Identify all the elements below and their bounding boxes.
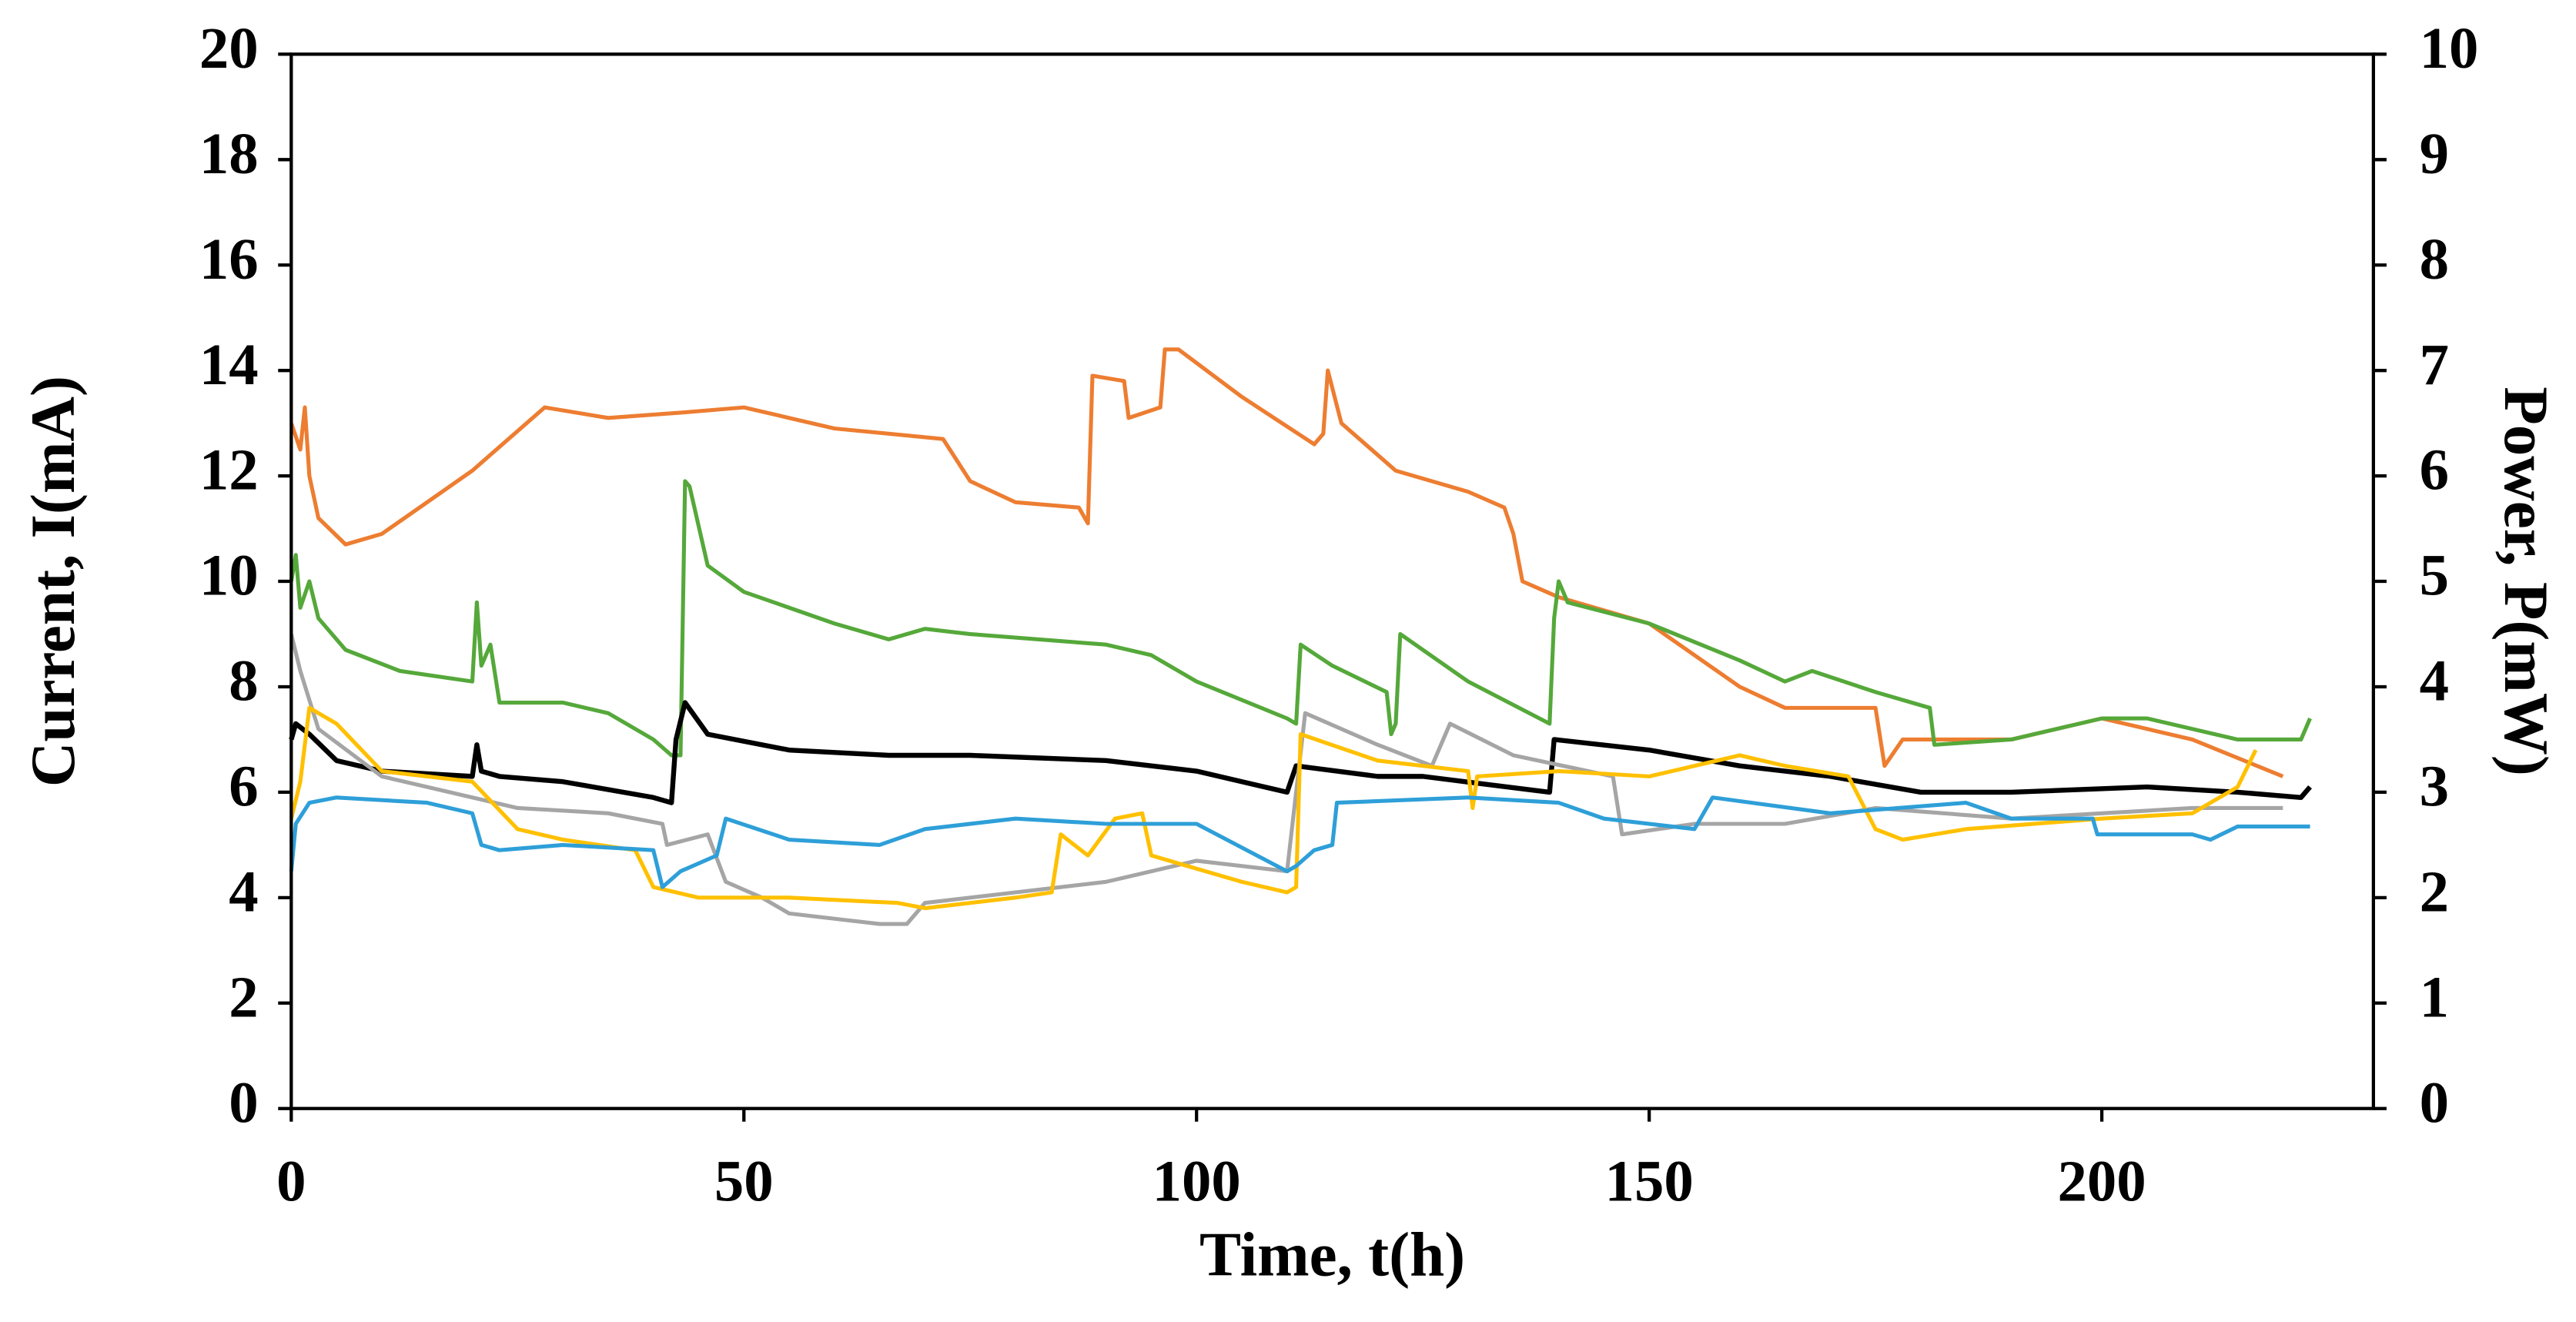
y2-tick-label: 2 [2420, 858, 2449, 924]
y2-tick-label: 5 [2420, 543, 2449, 608]
y2-tick-label: 4 [2420, 648, 2449, 714]
y-tick-label: 20 [199, 15, 259, 81]
y-tick-label: 14 [199, 332, 259, 397]
x-axis-title: Time, t(h) [1199, 1220, 1465, 1290]
y2-tick-label: 9 [2420, 121, 2449, 186]
y2-axis-title: Power, P(mW) [2491, 387, 2561, 776]
y-tick-label: 18 [199, 121, 259, 186]
data-line [289, 347, 2284, 778]
y-tick-label: 12 [199, 437, 259, 503]
x-tick-label: 50 [714, 1149, 774, 1214]
y-tick-label: 6 [229, 754, 258, 819]
y-tick-label: 16 [199, 226, 259, 292]
y2-tick-label: 6 [2420, 437, 2449, 503]
y2-tick-label: 3 [2420, 754, 2449, 819]
y-tick-label: 10 [199, 543, 259, 608]
x-tick-label: 0 [276, 1149, 306, 1214]
x-tick-label: 200 [2058, 1149, 2146, 1214]
y2-tick-label: 0 [2420, 1069, 2449, 1135]
plot-frame [289, 52, 2375, 1110]
y-tick-label: 2 [229, 964, 258, 1029]
data-line [289, 700, 2312, 805]
data-line [289, 479, 2312, 758]
data-line [289, 705, 2258, 911]
y2-tick-label: 7 [2420, 332, 2449, 397]
y-tick-label: 0 [229, 1069, 258, 1135]
y2-tick-label: 10 [2420, 15, 2479, 81]
y-tick-label: 4 [229, 858, 258, 924]
x-tick-label: 100 [1153, 1149, 1241, 1214]
data-line [289, 795, 2310, 889]
y2-tick-label: 8 [2420, 226, 2449, 292]
y2-tick-label: 1 [2420, 964, 2449, 1029]
y-axis-title: Current, I(mA) [18, 376, 88, 787]
x-tick-label: 150 [1605, 1149, 1694, 1214]
y-tick-label: 8 [229, 648, 258, 714]
data-line [289, 633, 2283, 926]
